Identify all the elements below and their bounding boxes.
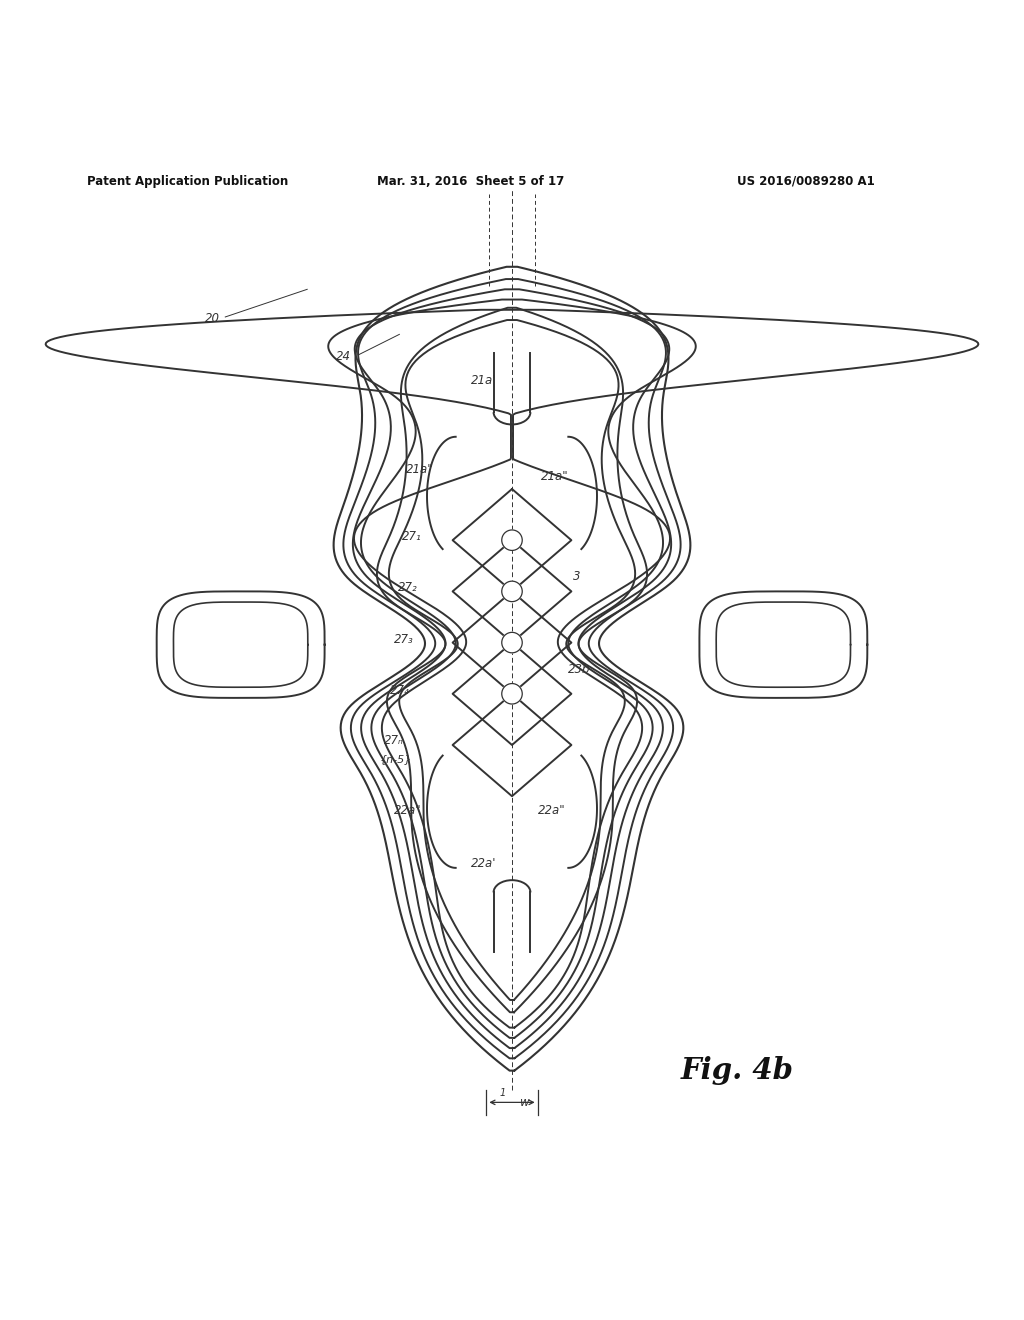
Circle shape [502,684,522,704]
Text: 22a': 22a' [471,857,497,870]
Text: US 2016/0089280 A1: US 2016/0089280 A1 [737,174,876,187]
Text: Fig. 4b: Fig. 4b [681,1056,794,1085]
Text: w: w [520,1097,529,1110]
Text: 1: 1 [500,1088,506,1098]
Text: 21a": 21a" [541,470,568,483]
Text: 27₃: 27₃ [394,632,414,645]
Text: 27₁: 27₁ [402,531,422,544]
Text: 3: 3 [573,570,581,583]
Text: 27₂: 27₂ [398,581,418,594]
Text: 27₄: 27₄ [390,684,410,697]
Text: 21a": 21a" [406,462,433,475]
Text: 21a': 21a' [471,374,497,387]
Circle shape [502,581,522,602]
Circle shape [502,529,522,550]
Text: Patent Application Publication: Patent Application Publication [87,174,289,187]
Circle shape [502,632,522,653]
Text: Mar. 31, 2016  Sheet 5 of 17: Mar. 31, 2016 Sheet 5 of 17 [377,174,564,187]
Text: 20: 20 [205,312,220,325]
Text: 22a": 22a" [538,804,565,817]
Text: 27ₙ: 27ₙ [384,734,403,747]
Text: {n-5}: {n-5} [380,755,413,764]
Text: 24: 24 [336,350,351,363]
Text: 22a": 22a" [394,804,422,817]
Text: 23b: 23b [568,664,591,676]
